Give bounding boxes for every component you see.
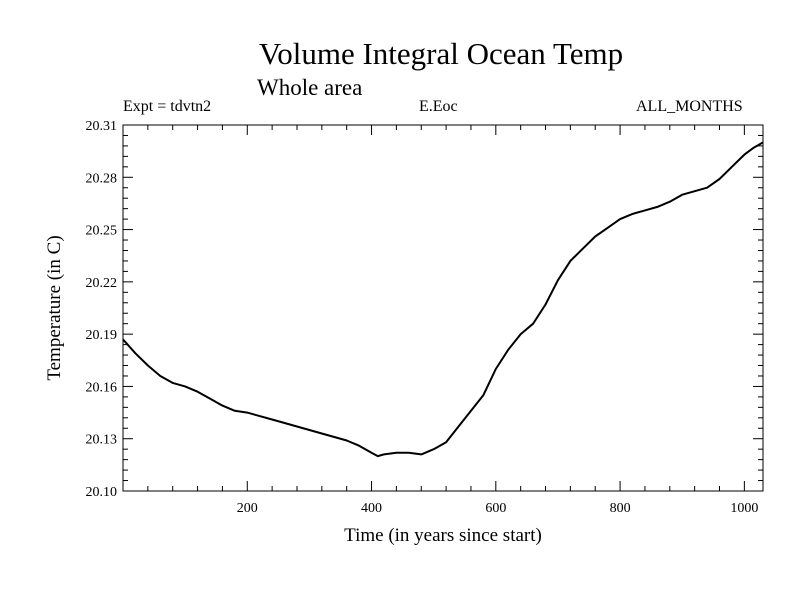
y-tick-label: 20.10	[86, 485, 118, 500]
y-tick-label: 20.16	[86, 380, 118, 395]
y-tick-label: 20.19	[86, 328, 118, 343]
months-label: ALL_MONTHS	[636, 98, 743, 115]
x-tick-label: 800	[610, 501, 631, 516]
x-tick-label: 400	[361, 501, 382, 516]
y-tick-label: 20.31	[86, 119, 118, 134]
axis-ticks	[123, 124, 763, 492]
y-axis-label: Temperature (in C)	[44, 235, 65, 380]
series-layer	[122, 141, 764, 458]
x-axis-label: Time (in years since start)	[344, 525, 542, 546]
y-tick-label: 20.28	[86, 171, 118, 186]
y-tick-label: 20.25	[86, 224, 118, 239]
y-tick-label: 20.22	[86, 276, 118, 291]
y-tick-label: 20.13	[86, 433, 118, 448]
plot-frame	[122, 124, 764, 492]
x-tick-label: 1000	[730, 501, 758, 516]
experiment-label: Expt = tdvtn2	[123, 98, 212, 115]
run-label: E.Eoc	[419, 98, 458, 115]
tick-labels: 200 400 600 800 1000 20.10 20.13 20.16 20.19 20.2…	[86, 119, 759, 516]
chart-title: Volume Integral Ocean Temp	[258, 36, 624, 71]
series-line	[122, 141, 764, 458]
x-tick-label: 600	[485, 501, 506, 516]
x-tick-label: 200	[237, 501, 258, 516]
chart-subtitle: Whole area	[257, 75, 363, 100]
